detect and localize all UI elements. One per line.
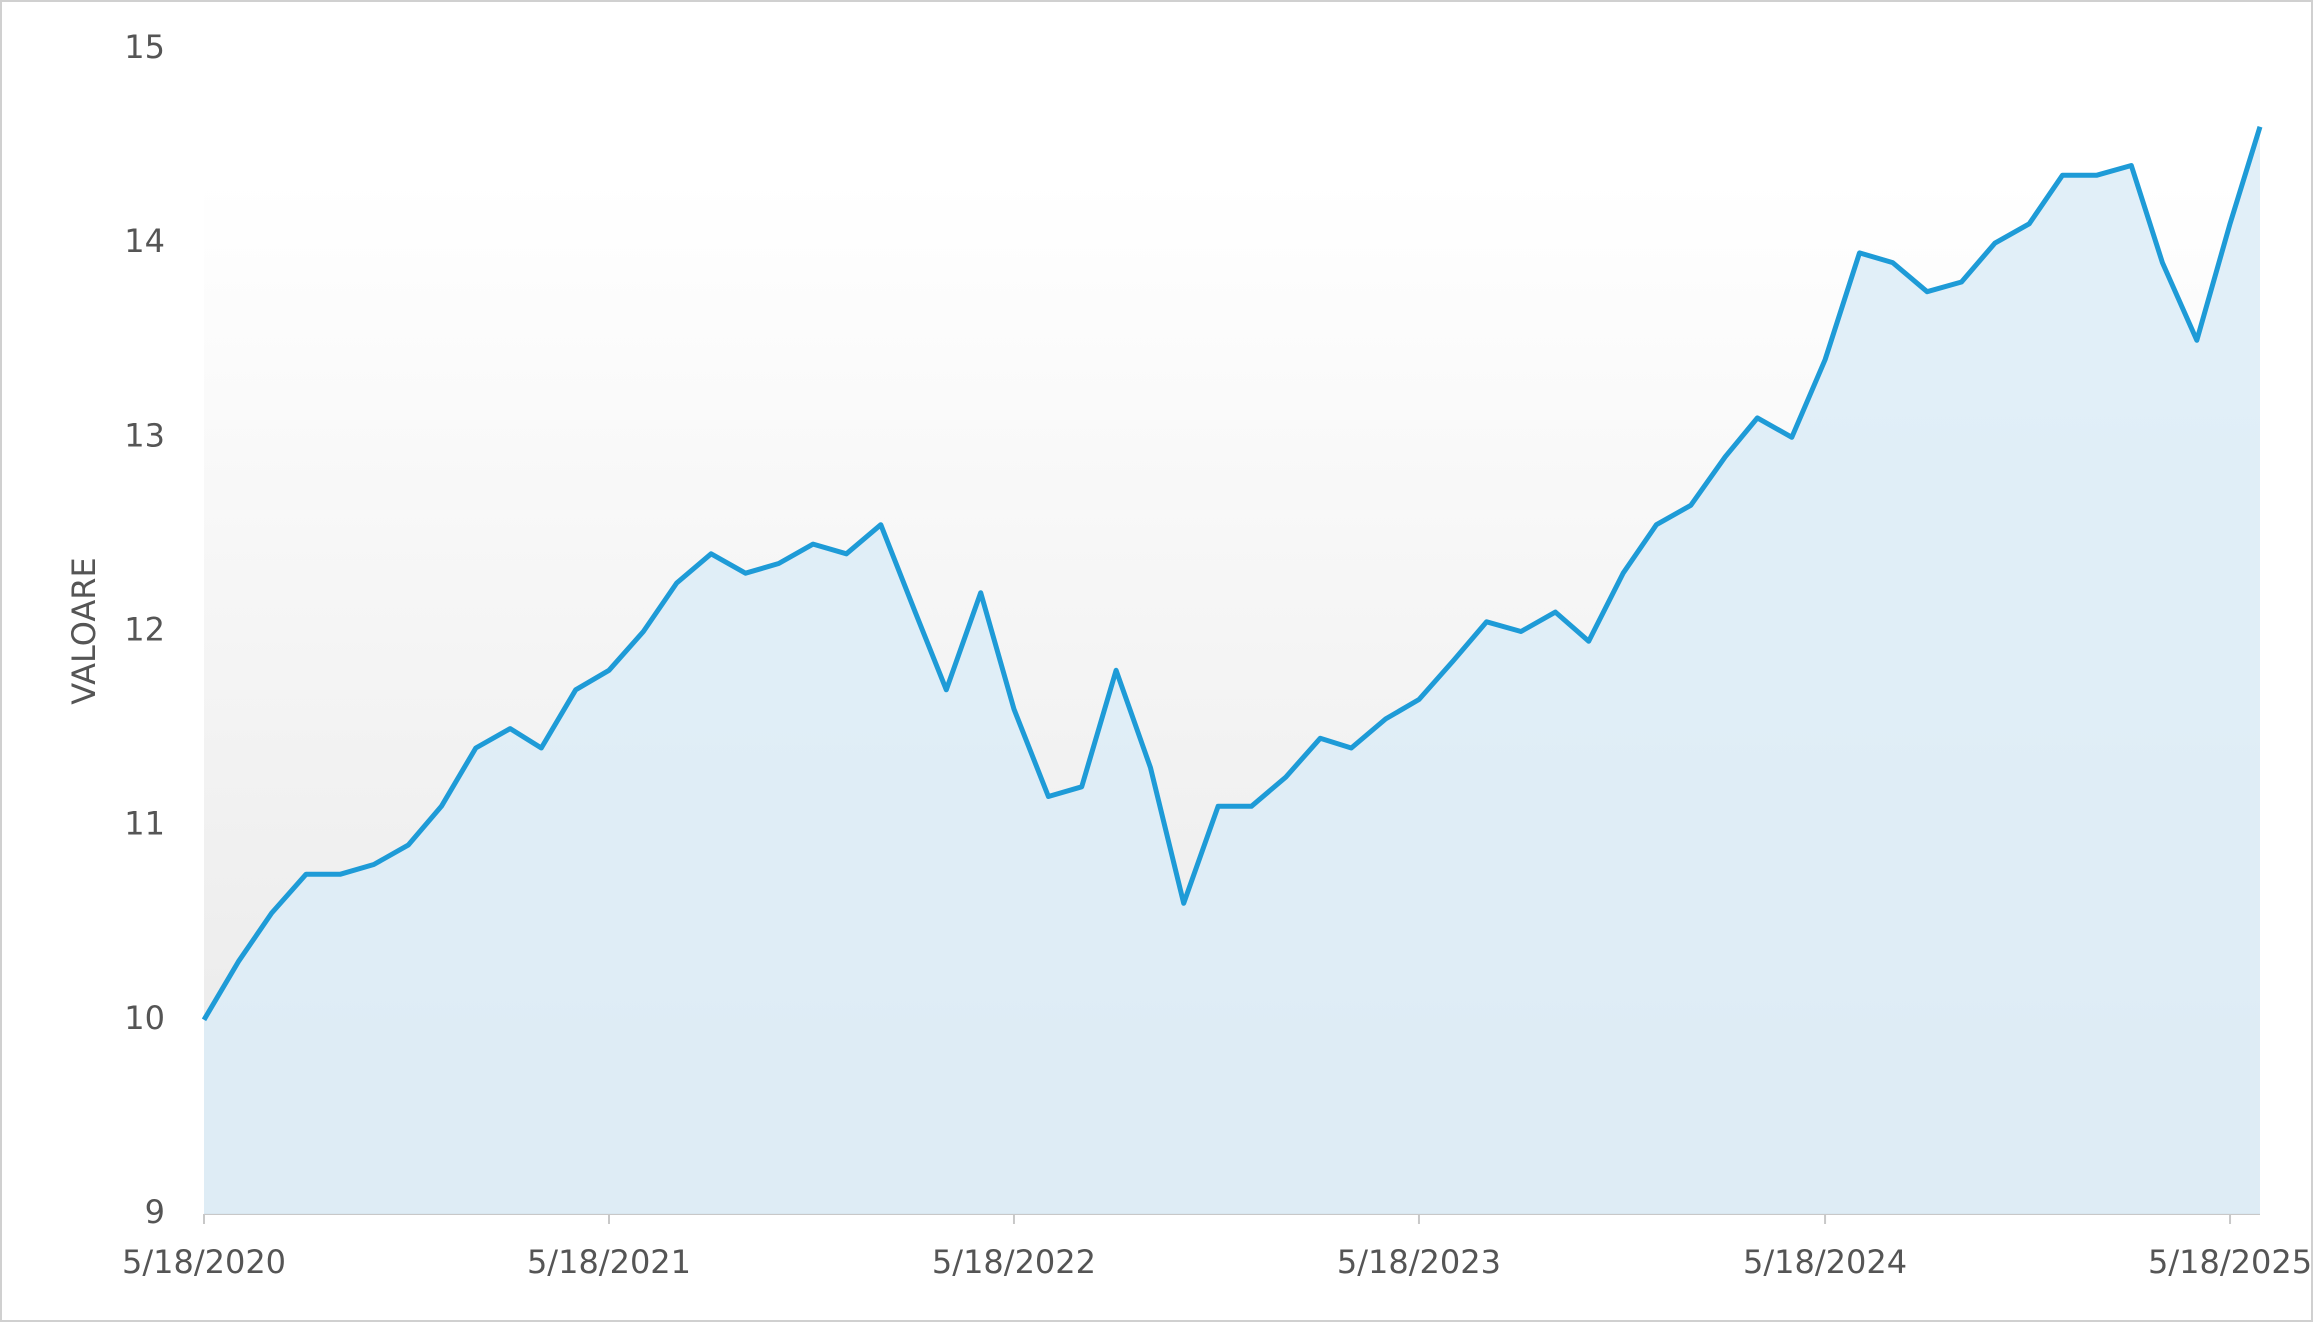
x-tick-label: 5/18/2024 [1743, 1243, 1907, 1281]
y-tick-label: 9 [145, 1193, 165, 1231]
y-tick-label: 11 [124, 805, 165, 843]
line [201, 125, 2263, 1022]
x-tick-label: 5/18/2025 [2148, 1243, 2312, 1281]
y-tick-label: 10 [124, 999, 165, 1037]
y-tick-label: 14 [124, 222, 165, 260]
x-tick-label: 5/18/2021 [527, 1243, 691, 1281]
area [204, 126, 2260, 1215]
y-tick-label: 15 [124, 28, 165, 66]
y-axis-title: VALOARE [65, 557, 103, 704]
y-tick-label: 12 [124, 611, 165, 649]
y-tick-label: 13 [124, 416, 165, 454]
x-tick-label: 5/18/2020 [122, 1243, 286, 1281]
x-tick-label: 5/18/2023 [1337, 1243, 1501, 1281]
x-tick-label: 5/18/2022 [932, 1243, 1096, 1281]
